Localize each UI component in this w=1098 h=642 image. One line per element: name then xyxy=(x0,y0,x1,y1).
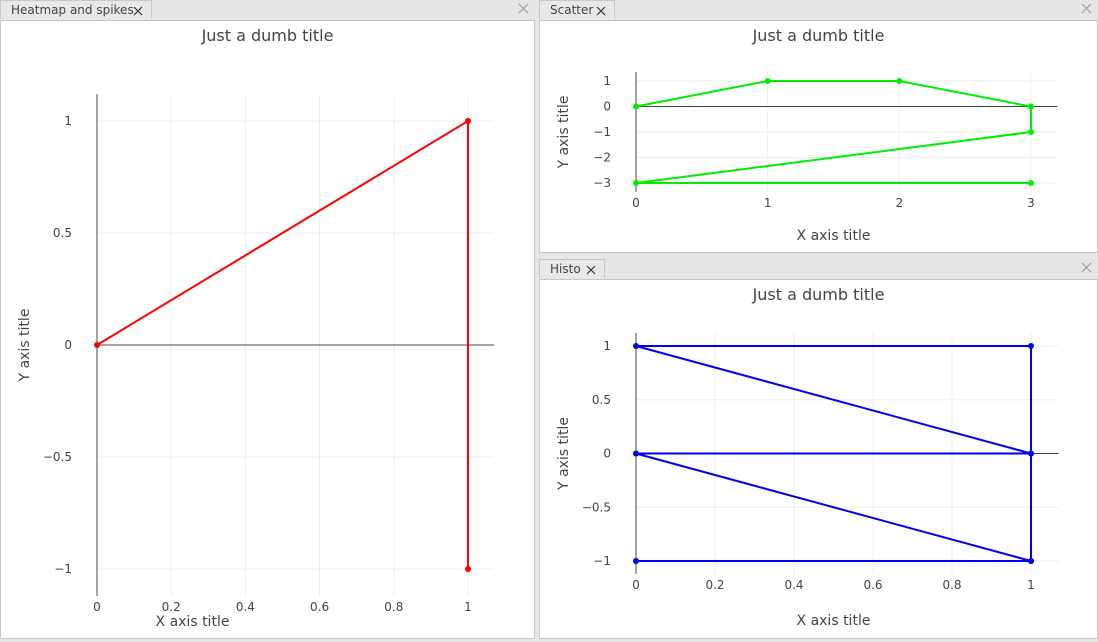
data-point[interactable] xyxy=(465,566,471,572)
data-point[interactable] xyxy=(633,343,639,349)
y-tick-label: −1 xyxy=(54,562,72,576)
scatter-plot-area: 0 1 2 3 1 0 −1 −2 −3 Just a dumb title X axis titl… xyxy=(539,20,1098,253)
x-tick-label: 0.8 xyxy=(942,578,961,592)
y-tick-label: −0.5 xyxy=(43,450,72,464)
data-point[interactable] xyxy=(633,450,639,457)
data-point[interactable] xyxy=(896,78,903,84)
x-tick-label: 0.6 xyxy=(863,578,882,592)
heatmap-tabbar: Heatmap and spikes xyxy=(0,0,535,20)
chart-title: Just a dumb title xyxy=(752,26,885,45)
data-point[interactable] xyxy=(633,180,639,186)
y-tick-label: 0 xyxy=(603,100,611,114)
x-tick-label: 0 xyxy=(632,578,640,592)
x-tick-label: 1 xyxy=(764,196,772,210)
y-tick-label: 1 xyxy=(603,74,611,88)
chart-title: Just a dumb title xyxy=(752,285,885,304)
scatter-panel: Scatter 0 1 2 3 1 0 −1 −2 −3 Just a dumb title X a… xyxy=(539,0,1098,253)
tab-label: Histo xyxy=(550,262,581,276)
y-tick-label: 0.5 xyxy=(53,226,72,240)
data-point[interactable] xyxy=(465,118,471,124)
tab-scatter[interactable]: Scatter xyxy=(539,0,615,19)
y-tick-label: 0 xyxy=(603,447,611,461)
series-line xyxy=(635,345,1032,562)
x-tick-label: 3 xyxy=(1027,196,1035,210)
x-tick-label: 0.2 xyxy=(705,578,724,592)
y-tick-label: 0.5 xyxy=(592,393,611,407)
data-point[interactable] xyxy=(633,558,639,564)
data-point[interactable] xyxy=(1028,129,1034,135)
scatter-tabbar: Scatter xyxy=(539,0,1098,20)
heatmap-chart[interactable]: 0 0.2 0.4 0.6 0.8 1 1 0.5 0 −0.5 −1 Just a dumb tit… xyxy=(1,21,534,638)
x-tick-label: 1 xyxy=(1027,578,1035,592)
y-axis-title: Y axis title xyxy=(556,96,572,170)
y-tick-label: 1 xyxy=(603,339,611,353)
data-point[interactable] xyxy=(764,78,771,84)
data-point[interactable] xyxy=(1028,103,1034,110)
x-tick-label: 0.4 xyxy=(784,578,803,592)
y-tick-label: −1 xyxy=(593,554,611,568)
x-tick-label: 0.8 xyxy=(384,600,403,614)
data-point[interactable] xyxy=(633,103,639,110)
y-tick-label: 0 xyxy=(64,338,72,352)
x-tick-label: 0.6 xyxy=(310,600,329,614)
chart-title: Just a dumb title xyxy=(201,26,334,45)
histo-tabbar: Histo xyxy=(539,259,1098,279)
y-tick-label: −1 xyxy=(593,125,611,139)
tab-label: Scatter xyxy=(550,3,594,17)
close-icon[interactable] xyxy=(586,265,596,275)
y-tick-label: −0.5 xyxy=(582,500,611,514)
x-axis-title: X axis title xyxy=(797,613,871,629)
tab-histo[interactable]: Histo xyxy=(539,259,605,278)
data-point[interactable] xyxy=(1028,558,1034,564)
close-icon[interactable] xyxy=(596,6,606,16)
x-tick-label: 2 xyxy=(896,196,904,210)
heatmap-panel: Heatmap and spikes 0 0.2 0.4 0.6 0.8 1 1 0.5 0 −0… xyxy=(0,0,535,639)
y-tick-label: −2 xyxy=(593,151,611,165)
x-axis-title: X axis title xyxy=(156,614,230,630)
data-point[interactable] xyxy=(94,342,100,348)
x-tick-label: 0 xyxy=(93,600,101,614)
histo-chart[interactable]: 0 0.2 0.4 0.6 0.8 1 1 0.5 0 −0.5 −1 Just a dumb tit… xyxy=(540,280,1097,638)
x-tick-label: 0.2 xyxy=(162,600,181,614)
data-point[interactable] xyxy=(1028,180,1034,186)
x-tick-label: 0.4 xyxy=(236,600,255,614)
histo-panel: Histo 0 0.2 0.4 0.6 0.8 1 1 0.5 0 −0.5 −1 Just a du… xyxy=(539,259,1098,639)
panel-close-icon[interactable] xyxy=(518,3,529,14)
y-axis-title: Y axis title xyxy=(556,417,572,491)
panel-close-icon[interactable] xyxy=(1081,262,1092,273)
x-axis-title: X axis title xyxy=(797,228,871,244)
tab-heatmap-and-spikes[interactable]: Heatmap and spikes xyxy=(0,0,152,19)
x-tick-label: 1 xyxy=(464,600,472,614)
data-point[interactable] xyxy=(1028,450,1034,457)
y-axis-title: Y axis title xyxy=(17,309,33,383)
tab-label: Heatmap and spikes xyxy=(11,3,134,17)
panel-close-icon[interactable] xyxy=(1081,3,1092,14)
heatmap-plot-area: 0 0.2 0.4 0.6 0.8 1 1 0.5 0 −0.5 −1 Just a dumb tit… xyxy=(0,20,535,639)
scatter-chart[interactable]: 0 1 2 3 1 0 −1 −2 −3 Just a dumb title X axis titl… xyxy=(540,21,1097,252)
close-icon[interactable] xyxy=(133,6,143,16)
y-tick-label: 1 xyxy=(64,114,72,128)
histo-plot-area: 0 0.2 0.4 0.6 0.8 1 1 0.5 0 −0.5 −1 Just a dumb tit… xyxy=(539,279,1098,639)
x-tick-label: 0 xyxy=(632,196,640,210)
y-tick-label: −3 xyxy=(593,176,611,190)
data-point[interactable] xyxy=(1028,343,1034,349)
